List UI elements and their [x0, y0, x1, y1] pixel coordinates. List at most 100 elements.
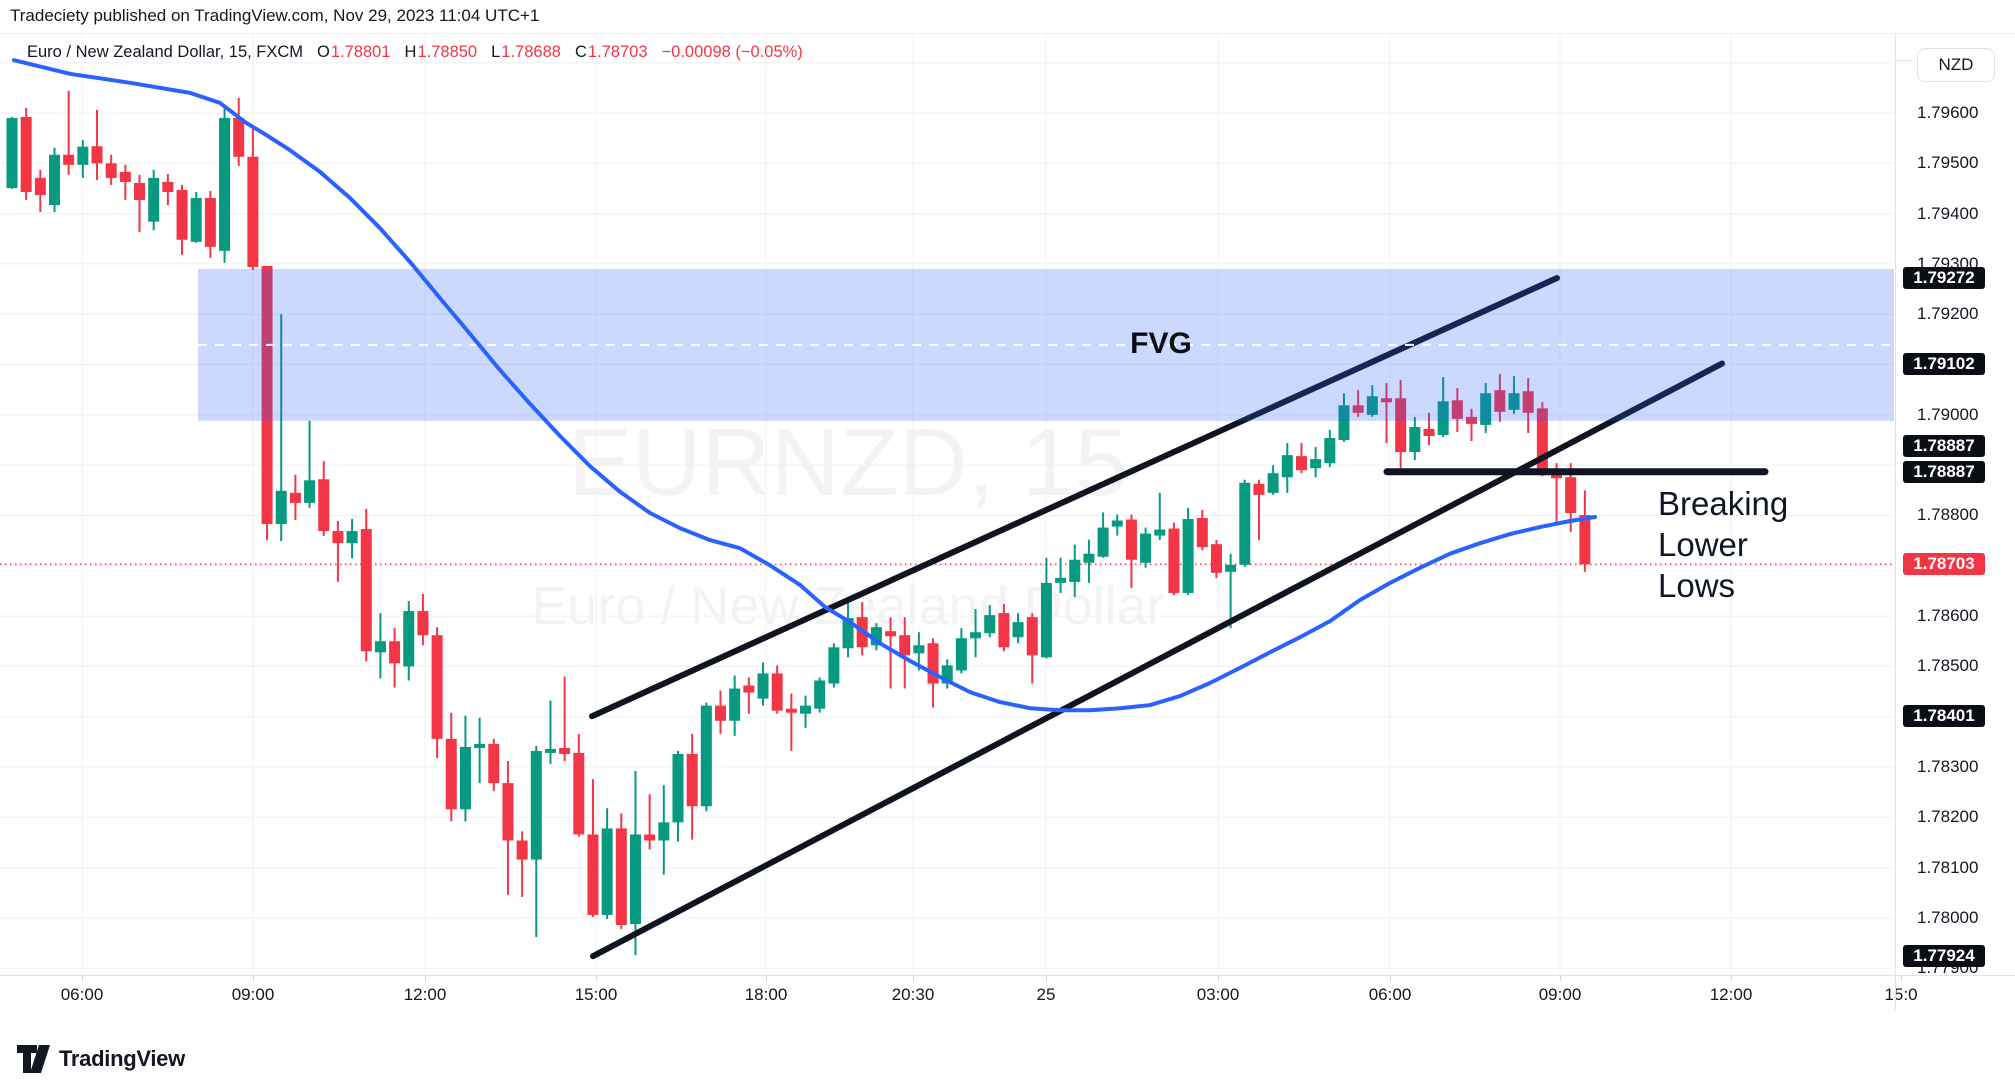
candle — [1366, 385, 1378, 417]
candle — [1125, 514, 1137, 588]
candle — [502, 760, 514, 895]
candle — [261, 265, 273, 541]
drawing-price-label: 1.78887 — [1903, 460, 1985, 483]
price-tick-label: 1.79000 — [1917, 404, 1979, 424]
fvg-annotation[interactable]: FVG — [1130, 327, 1192, 360]
time-tick-label: 09:00 — [231, 985, 275, 1004]
candle — [219, 106, 231, 263]
candle — [403, 601, 415, 681]
time-tick — [913, 975, 914, 981]
candle — [1239, 479, 1251, 567]
candle — [1522, 378, 1534, 433]
candle — [34, 169, 46, 213]
candle — [1338, 393, 1350, 443]
candle — [842, 603, 854, 658]
candle — [644, 794, 656, 850]
time-tick-label: 09:00 — [1538, 985, 1582, 1004]
drawing-price-label: 1.79272 — [1903, 267, 1985, 290]
fvg-box[interactable] — [198, 268, 1894, 421]
legend-high: H 1.78850 — [404, 43, 478, 61]
time-tick — [1390, 975, 1391, 981]
candle — [615, 813, 627, 930]
moving-average-line[interactable] — [12, 58, 1597, 713]
candle — [318, 461, 330, 537]
candle — [1451, 388, 1463, 432]
time-tick-label: 03:00 — [1196, 985, 1240, 1004]
candle — [1295, 443, 1307, 474]
candle — [1069, 544, 1081, 597]
upper-channel-trendline[interactable] — [589, 275, 1560, 720]
breaking-line-2: Lower — [1658, 526, 1748, 563]
axis-tick-stub — [1895, 60, 1913, 61]
candle — [360, 508, 372, 662]
candle — [20, 107, 32, 201]
currency-toggle-button[interactable]: NZD — [1917, 48, 1995, 82]
candle — [77, 140, 89, 178]
candle — [1111, 514, 1123, 536]
tradingview-logo-icon[interactable] — [17, 1045, 50, 1073]
candle — [1168, 522, 1180, 595]
candle — [1210, 540, 1222, 578]
tradingview-logo-text[interactable]: TradingView — [59, 1046, 185, 1071]
candle — [686, 733, 698, 840]
candle — [800, 695, 812, 728]
price-tick-label: 1.78200 — [1917, 807, 1979, 827]
candle — [1494, 374, 1506, 422]
symbol-title[interactable]: Euro / New Zealand Dollar, 15, FXCM — [27, 43, 304, 61]
drawing-price-label: 1.78887 — [1903, 434, 1985, 457]
price-tick-label: 1.79500 — [1917, 153, 1979, 173]
legend-change: −0.00098 (−0.05%) — [661, 43, 803, 61]
candle — [91, 109, 103, 180]
time-tick-label: 20:30 — [891, 985, 935, 1004]
lower-channel-trendline[interactable] — [590, 360, 1725, 960]
candle — [885, 617, 897, 689]
breaking-lower-lows-annotation[interactable]: Breaking Lower Lows — [1658, 483, 1788, 606]
candle — [134, 174, 146, 233]
candle — [1508, 376, 1520, 414]
candle — [304, 420, 316, 508]
candle — [516, 831, 528, 897]
candle — [346, 519, 358, 559]
candle — [1040, 557, 1052, 659]
symbol-legend[interactable]: Euro / New Zealand Dollar, 15, FXCM O 1.7… — [27, 43, 803, 62]
drawing-price-label: 1.77924 — [1903, 945, 1985, 968]
candle — [105, 154, 117, 185]
price-tick-label: 1.79600 — [1917, 103, 1979, 122]
candle — [955, 628, 967, 674]
time-tick — [82, 975, 83, 981]
candle — [530, 745, 542, 938]
candle — [1324, 429, 1336, 468]
candle — [1267, 465, 1279, 495]
time-tick — [1046, 975, 1047, 981]
candle — [700, 702, 712, 812]
candle — [459, 715, 471, 822]
candle — [1466, 408, 1478, 442]
candle — [559, 676, 571, 761]
candle — [672, 750, 684, 842]
candle — [1182, 507, 1194, 595]
time-tick-label: 12:00 — [403, 985, 447, 1004]
time-tick — [766, 975, 767, 981]
candle — [785, 693, 797, 751]
candle — [1437, 377, 1449, 437]
candle — [289, 474, 301, 521]
legend-low: L 1.78688 — [491, 43, 561, 61]
candle — [715, 690, 726, 734]
candle — [601, 808, 613, 919]
price-tick-label: 1.78100 — [1917, 857, 1979, 877]
candle — [941, 659, 953, 689]
time-tick-label: 15:0 — [1884, 985, 1918, 1004]
legend-close: C 1.78703 — [574, 43, 648, 61]
time-tick-label: 15:00 — [574, 985, 618, 1004]
price-axis[interactable]: NZD 1.79600 1.79500 1.79400 1.79300 1.79200 1… — [1895, 33, 2015, 1010]
candle — [828, 643, 840, 688]
candle — [743, 677, 755, 714]
candle — [970, 609, 982, 658]
candle — [275, 314, 287, 542]
breaking-line-1: Breaking — [1658, 485, 1789, 522]
price-tick-label: 1.78500 — [1917, 656, 1979, 676]
time-axis[interactable]: 06:00 09:00 12:00 15:00 18:00 20:30 25 03:00 06:… — [0, 975, 2015, 1017]
price-tick-label: 1.78000 — [1917, 907, 1979, 927]
candle — [587, 779, 599, 917]
